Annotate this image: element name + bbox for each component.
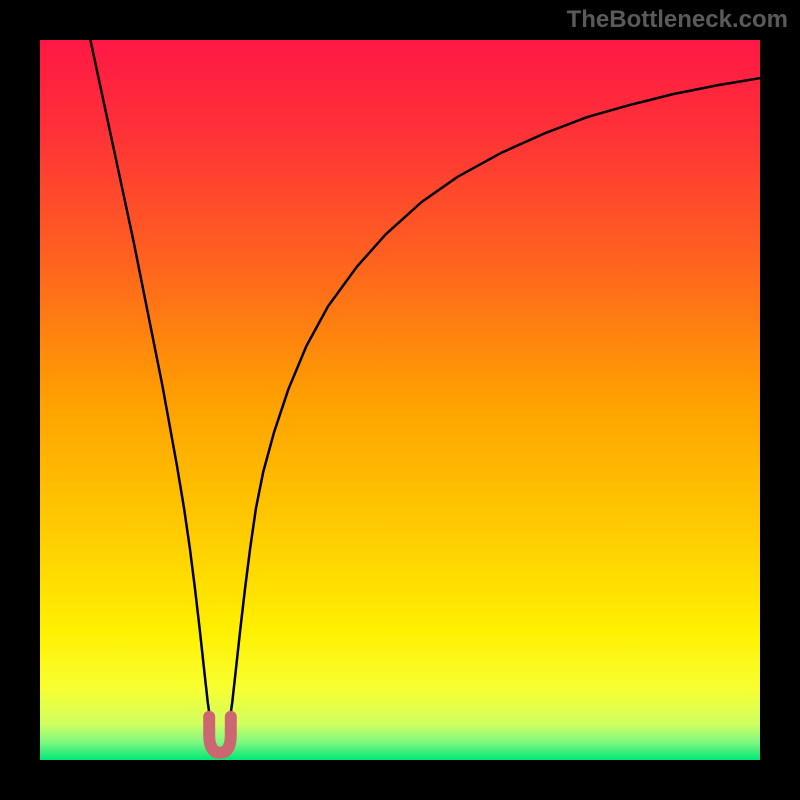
chart-plot-area (40, 40, 760, 760)
watermark-text: TheBottleneck.com (567, 6, 788, 34)
chart-svg (40, 40, 760, 760)
chart-background (40, 40, 760, 760)
